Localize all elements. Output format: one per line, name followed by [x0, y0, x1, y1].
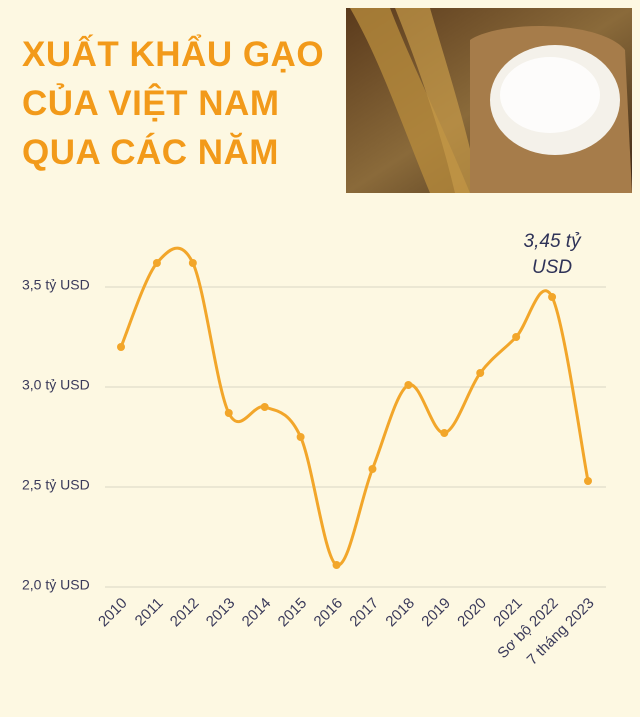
point: [188, 259, 197, 267]
point: [368, 465, 377, 473]
y-tick-label: 3,0 tỷ USD: [22, 377, 90, 393]
point: [332, 561, 341, 569]
point: [440, 429, 449, 437]
point: [260, 403, 269, 411]
point: [224, 409, 233, 417]
title-line: QUA CÁC NĂM: [22, 133, 279, 172]
point: [404, 381, 413, 389]
line: [119, 246, 590, 567]
point: [584, 477, 592, 485]
title-line: CỦA VIỆT NAM: [22, 84, 280, 123]
title-line: XUẤT KHẨU GẠO: [22, 35, 325, 74]
x-tick-label: 2020: [454, 595, 490, 631]
y-tick-label: 2,5 tỷ USD: [22, 477, 90, 493]
x-tick-label: 2014: [239, 595, 275, 631]
point: [548, 293, 557, 301]
point: [476, 369, 485, 377]
x-tick-label: 2018: [382, 595, 418, 631]
rice-photo: [346, 8, 632, 193]
x-tick-label: 2017: [346, 595, 382, 631]
x-tick-label: 2015: [275, 595, 311, 631]
value-label: 3,45 tỷ USD: [523, 231, 581, 278]
point: [117, 343, 125, 351]
x-tick-label: 2010: [95, 595, 131, 631]
title: XUẤT KHẨU GẠO CỦA VIỆT NAM QUA CÁC NĂM: [22, 30, 324, 177]
x-tick-label: 2011: [132, 595, 167, 630]
point: [152, 259, 161, 267]
point: [296, 433, 305, 441]
x-tick-label: 2012: [167, 595, 203, 631]
point: [512, 333, 521, 341]
y-tick-label: 2,0 tỷ USD: [22, 577, 90, 593]
x-tick-label: 2016: [311, 595, 347, 631]
x-tick-label: 2013: [203, 595, 239, 631]
y-tick-label: 3,5 tỷ USD: [22, 277, 90, 293]
x-tick-label: 2019: [418, 595, 454, 631]
